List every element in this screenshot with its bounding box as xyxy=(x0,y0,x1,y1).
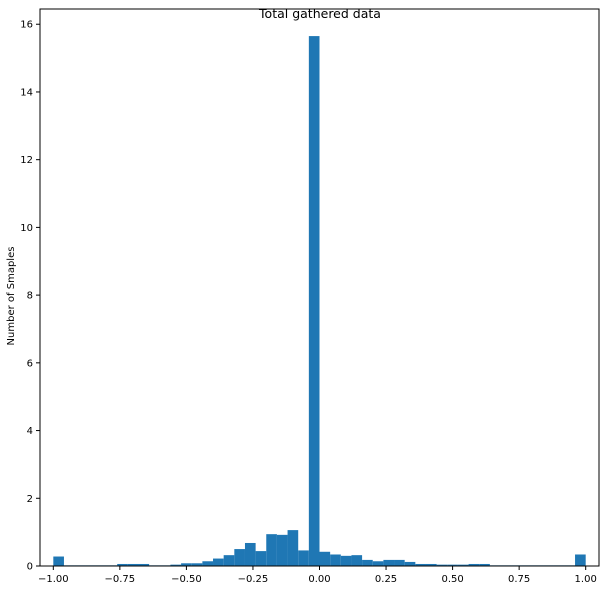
histogram-bar xyxy=(191,563,203,566)
histogram-bar xyxy=(266,534,277,566)
x-tick-label: 0.50 xyxy=(441,574,463,585)
y-tick-label: 10 xyxy=(20,223,33,234)
histogram-bar xyxy=(383,559,395,566)
histogram-bar xyxy=(202,561,214,566)
histogram-bar xyxy=(479,563,490,566)
histogram-bar xyxy=(394,559,405,566)
histogram-bar xyxy=(404,561,416,566)
histogram-bar xyxy=(308,36,320,566)
histogram-bar xyxy=(127,563,139,566)
y-tick-label: 0 xyxy=(27,562,33,573)
histogram-bar xyxy=(234,549,245,566)
histogram-bar xyxy=(181,563,192,566)
x-tick-label: 1.00 xyxy=(575,574,597,585)
x-tick-label: −0.50 xyxy=(171,574,202,585)
histogram-bar xyxy=(117,563,128,566)
histogram-bar xyxy=(287,530,299,566)
histogram-bar xyxy=(319,551,331,566)
histogram-bar xyxy=(170,564,182,566)
histogram-bar xyxy=(255,551,267,566)
histogram-bar xyxy=(457,564,469,566)
x-tick-label: −1.00 xyxy=(38,574,69,585)
histogram-bar xyxy=(223,555,235,566)
histogram-bar xyxy=(362,559,373,566)
histogram-bar xyxy=(244,542,256,566)
y-tick-label: 16 xyxy=(20,20,33,31)
histogram-bar xyxy=(298,550,309,566)
x-tick-label: −0.25 xyxy=(238,574,269,585)
y-tick-label: 2 xyxy=(27,494,33,505)
histogram-bar xyxy=(340,555,352,566)
histogram-bar xyxy=(53,556,64,566)
x-tick-label: 0.75 xyxy=(508,574,530,585)
histogram-bar xyxy=(425,563,437,566)
chart-title: Total gathered data xyxy=(258,6,381,21)
y-tick-label: 4 xyxy=(27,426,33,437)
x-tick-label: −0.75 xyxy=(105,574,136,585)
y-tick-label: 8 xyxy=(27,291,33,302)
histogram-bar xyxy=(330,554,341,566)
histogram-bar xyxy=(351,555,363,566)
y-tick-label: 14 xyxy=(20,87,33,98)
histogram-bar xyxy=(138,563,150,566)
x-axis-ticks: −1.00 −0.75 −0.50 −0.25 0.00 0.25 0.50 0.75 1.00 xyxy=(38,566,597,585)
y-axis-label: Number of Smaples xyxy=(6,247,17,346)
y-tick-label: 6 xyxy=(27,358,33,369)
histogram-bar xyxy=(447,564,458,566)
x-tick-label: 0.25 xyxy=(375,574,397,585)
x-tick-label: 0.00 xyxy=(308,574,330,585)
y-tick-label: 12 xyxy=(20,155,33,166)
bars-layer xyxy=(53,36,586,566)
histogram-bar xyxy=(468,563,480,566)
histogram-bar xyxy=(575,554,586,566)
histogram-bar xyxy=(276,534,288,566)
histogram-bar xyxy=(436,564,448,566)
histogram-bar xyxy=(213,558,224,566)
y-axis-ticks: 0 2 4 6 8 10 12 14 16 xyxy=(20,20,40,573)
histogram-bar xyxy=(415,563,426,566)
histogram-bar xyxy=(372,561,384,566)
